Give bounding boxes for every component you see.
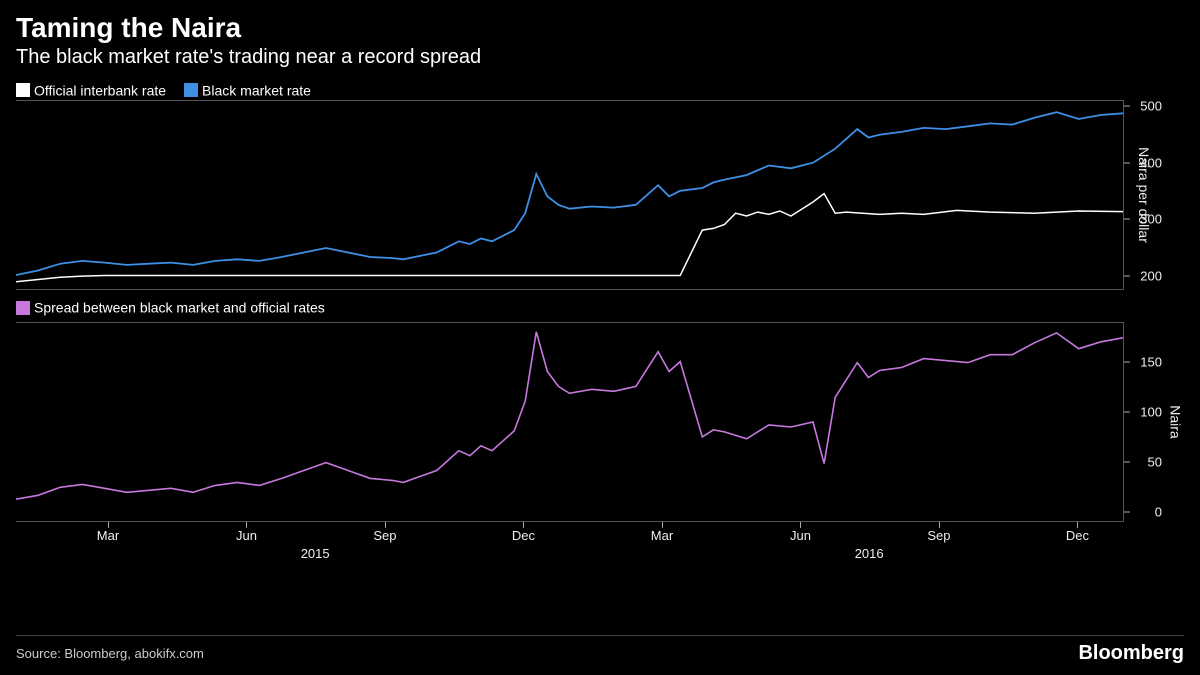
legend-label: Black market rate [202,82,311,98]
y-tick-mark [1124,219,1130,220]
y-tick-mark [1124,461,1130,462]
legend-swatch [16,83,30,97]
x-axis: Mar Jun Sep Dec Mar Jun Sep Dec 2015 2016 [16,522,1124,572]
x-tick-label: Mar [651,528,673,543]
legend-label: Spread between black market and official… [34,300,325,316]
top-chart: Naira per dollar 200300400500 [16,100,1184,290]
legend-item: Spread between black market and official… [16,298,325,315]
chart-subtitle: The black market rate's trading near a r… [16,46,1184,69]
y-tick-mark [1124,276,1130,277]
y-tick-label: 0 [1155,504,1162,519]
y-tick-mark [1124,411,1130,412]
x-tick-label: Dec [1066,528,1089,543]
series-line [16,112,1123,275]
y-tick-label: 150 [1140,354,1162,369]
y-tick-label: 400 [1140,155,1162,170]
x-tick-label: Mar [97,528,119,543]
legend-item: Official interbank rate [16,81,166,98]
y-tick-label: 500 [1140,98,1162,113]
legend-item: Black market rate [184,81,311,98]
x-year-label: 2016 [855,546,884,561]
x-tick-label: Sep [927,528,950,543]
legend-label: Official interbank rate [34,82,166,98]
chart-header: Taming the Naira The black market rate's… [0,0,1200,73]
x-tick-label: Dec [512,528,535,543]
y-tick-mark [1124,105,1130,106]
y-tick-label: 100 [1140,404,1162,419]
y-tick-mark [1124,361,1130,362]
x-tick-label: Sep [373,528,396,543]
chart-title: Taming the Naira [16,12,1184,44]
x-tick-label: Jun [236,528,257,543]
bottom-chart: Naira 0 50 100 150 [16,322,1184,522]
y-tick-mark [1124,511,1130,512]
chart-footer: Source: Bloomberg, abokifx.com Bloomberg [16,635,1184,665]
series-line [16,194,1123,282]
y-tick-label: 200 [1140,269,1162,284]
y-tick-mark [1124,162,1130,163]
series-line [16,331,1123,498]
y-tick-label: 300 [1140,212,1162,227]
x-tick-label: Jun [790,528,811,543]
y-axis-title-bottom: Naira [1167,405,1183,438]
legend-swatch [184,83,198,97]
bottom-legend: Spread between black market and official… [0,290,1200,317]
source-text: Source: Bloomberg, abokifx.com [16,646,204,661]
y-tick-label: 50 [1148,454,1162,469]
top-legend: Official interbank rate Black market rate [0,73,1200,100]
brand-logo: Bloomberg [1078,642,1184,665]
x-year-label: 2015 [301,546,330,561]
legend-swatch [16,301,30,315]
